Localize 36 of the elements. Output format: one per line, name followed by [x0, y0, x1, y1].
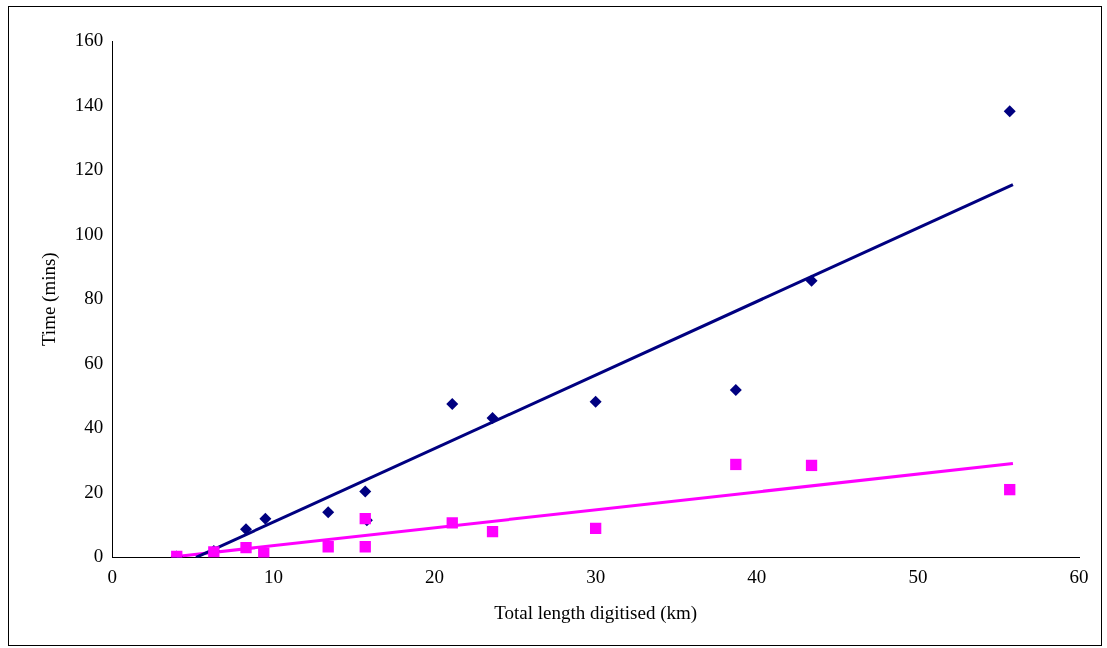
x-tick-label: 10: [263, 565, 283, 587]
y-tick-label: 40: [84, 416, 104, 438]
point: [322, 541, 334, 553]
x-axis-title: Total length digitised (km): [494, 601, 698, 624]
point: [805, 274, 818, 287]
y-tick-label: 80: [84, 287, 104, 309]
x-tick-label: 60: [1069, 565, 1089, 587]
point: [729, 383, 742, 396]
point: [589, 395, 602, 408]
y-tick-label: 20: [84, 480, 104, 502]
point: [446, 517, 458, 529]
y-tick-label: 100: [74, 222, 104, 244]
x-tick-label: 40: [747, 565, 767, 587]
y-tick-label: 60: [84, 351, 104, 373]
x-tick-label: 0: [107, 565, 118, 587]
x-tick-label: 50: [908, 565, 928, 587]
x-tick-label: 30: [586, 565, 606, 587]
x-tick-label: 20: [425, 565, 445, 587]
y-axis-title: Time (mins): [38, 252, 61, 347]
point: [1003, 105, 1016, 118]
y-tick-label: 140: [74, 93, 104, 115]
point: [259, 512, 272, 525]
point: [446, 398, 459, 411]
point: [359, 485, 372, 498]
y-tick-label: 120: [74, 158, 104, 180]
point: [1004, 483, 1016, 496]
y-tick-label: 0: [93, 545, 104, 567]
point: [486, 411, 499, 424]
y-tick-label: 160: [74, 28, 104, 50]
point: [240, 542, 252, 554]
point: [589, 522, 602, 535]
point: [486, 525, 499, 538]
point: [322, 506, 335, 519]
point: [805, 459, 818, 472]
point: [730, 458, 742, 471]
point: [359, 541, 371, 553]
